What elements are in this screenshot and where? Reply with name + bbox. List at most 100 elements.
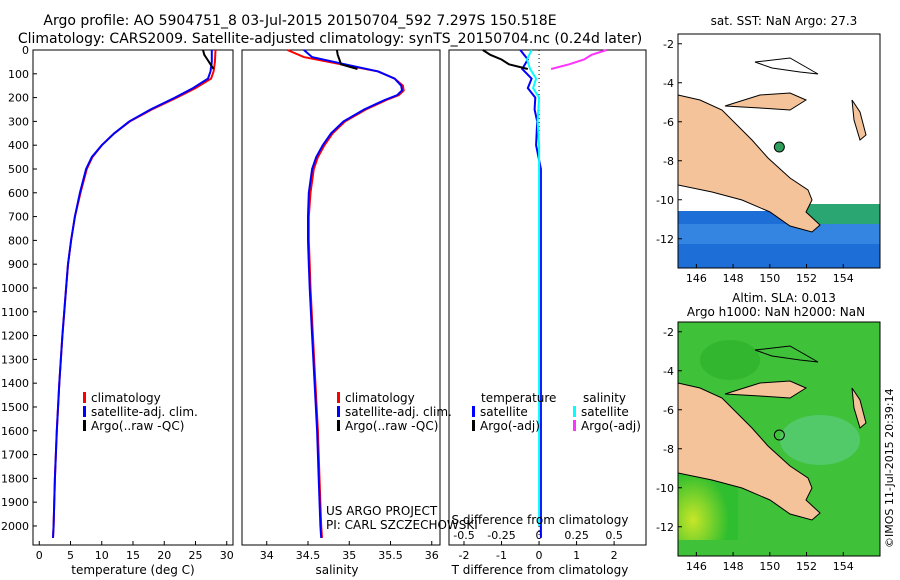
sla-map-land-new-guinea [677,382,821,521]
map-y-tick-label: -4 [663,365,674,378]
depth-tick-label: 400 [8,139,29,152]
x-tick-label: 2 [611,549,618,562]
legend-swatch-satellite [337,406,340,417]
sst-map-coast-new-ireland [754,57,819,75]
salinity-legend: climatology satellite-adj. clim. Argo(..… [337,391,452,433]
legend-swatch-temp-argo [472,420,475,431]
legend-label-satellite: satellite-adj. clim. [345,405,452,419]
legend-swatch-climatology [83,392,86,403]
map-x-tick-label: 148 [723,560,744,573]
depth-tick-label: 1000 [1,282,29,295]
sla-map-low-anomaly [780,415,860,465]
legend-label-sal-satellite: satellite [581,405,629,419]
temperature-legend: climatology satellite-adj. clim. Argo(..… [83,391,198,433]
legend-swatch-argo [83,420,86,431]
x-tick-label: 35.5 [378,549,403,562]
depth-tick-label: 0 [22,44,29,57]
x-tick-label: 15 [126,549,140,562]
x-tick-label: 25 [189,549,203,562]
sla-map-title-line1: Altim. SLA: 0.013 [732,291,836,305]
x-tick-label: 30 [220,549,234,562]
sla-map-axes: 146 148 150 152 154 -2 -4 -6 -8 -10 -12 [656,326,854,573]
map-y-tick-label: -6 [663,404,674,417]
sst-map-argo-marker [773,141,785,153]
x-tick-label: 36 [425,549,439,562]
sst-map-land-bougainville [851,99,867,141]
salinity-panel-frame [241,49,441,546]
depth-tick-label: 300 [8,115,29,128]
figure-title-line1: Argo profile: AO 5904751_8 03-Jul-2015 2… [43,13,556,29]
x-tick-label: 34 [260,549,274,562]
series-salinity-satellite [525,49,541,526]
pi-credit: PI: CARL SZCZECHOWSKI [326,518,478,532]
sla-map-coast-new-ireland [754,345,819,363]
legend-label-satellite: satellite-adj. clim. [91,405,198,419]
sst-map-land-new-guinea [677,94,821,233]
x-tick-label: 34.5 [296,549,321,562]
series-climatology [52,49,217,538]
x-tick-label-salinity: 0.5 [605,529,623,542]
depth-tick-label: 1400 [1,377,29,390]
depth-tick-label: 2000 [1,520,29,533]
sla-map-frame [677,321,881,557]
series-satellite-adj-clim- [52,50,213,538]
map-y-tick-label: -2 [663,326,674,339]
map-y-tick-label: -12 [656,521,674,534]
sst-map-title: sat. SST: NaN Argo: 27.3 [711,14,858,28]
depth-tick-label: 200 [8,92,29,105]
depth-tick-label: 700 [8,211,29,224]
depth-tick-label: 100 [8,68,29,81]
legend-swatch-sal-argo [573,420,576,431]
map-x-tick-label: 146 [686,560,707,573]
map-x-tick-label: 150 [759,272,780,285]
sla-map: 146 148 150 152 154 -2 -4 -6 -8 -10 -12 [656,321,881,573]
map-y-tick-label: -4 [663,77,674,90]
sla-map-title-line2: Argo h1000: NaN h2000: NaN [687,305,865,319]
legend-label-argo: Argo(..raw -QC) [345,419,438,433]
x-tick-label: 10 [95,549,109,562]
sst-map-axes: 146 148 150 152 154 -2 -4 -6 -8 -10 -12 [656,38,854,285]
series-argo-raw-qc- [335,49,358,70]
legend-label-climatology: climatology [345,391,415,405]
difference-legend: temperature salinity satellite Argo(-adj… [472,391,641,433]
figure-title-line2: Climatology: CARS2009. Satellite-adjuste… [18,31,642,47]
x-tick-label-salinity: 0 [536,529,543,542]
series-climatology [287,49,405,538]
legend-label-temp-argo: Argo(-adj) [480,419,540,433]
map-y-tick-label: -10 [656,194,674,207]
x-tick-label-salinity: -0.5 [453,529,474,542]
salinity-plot: 34 34.5 35 35.5 36 [260,49,439,562]
map-x-tick-label: 146 [686,272,707,285]
series-salinity-argo-adj- [550,49,607,70]
sst-map-land-new-britain [724,92,808,111]
depth-tick-label: 1300 [1,353,29,366]
sla-map-land-new-britain [724,380,808,399]
legend-swatch-temp-satellite [472,406,475,417]
legend-swatch-argo [337,420,340,431]
map-x-tick-label: 152 [796,272,817,285]
x-tick-label: 5 [67,549,74,562]
legend-label-climatology: climatology [91,391,161,405]
difference-xlabel-bottom: T difference from climatology [451,563,629,577]
sst-map-frame [677,33,881,269]
temperature-xlabel: temperature (deg C) [71,563,194,577]
temperature-panel-frame [32,49,234,546]
depth-tick-label: 500 [8,163,29,176]
depth-tick-label: 900 [8,258,29,271]
difference-panel-frame [448,49,647,546]
series-satellite-adj-clim- [303,49,404,538]
sla-map-land-bougainville [851,387,867,429]
difference-xlabel-top: S difference from climatology [452,513,629,527]
series-temperature-argo-adj- [482,49,529,70]
map-x-tick-label: 152 [796,560,817,573]
salinity-xlabel: salinity [315,563,358,577]
map-x-tick-label: 154 [833,560,854,573]
series-argo-raw-qc- [202,49,215,70]
sst-map-sst-band-light [678,224,880,244]
depth-axis: 0 100 200 300 400 500 600 700 800 900 1000 1100 1200… [1,44,37,533]
x-tick-label: 1 [573,549,580,562]
temperature-plot: 0 5 10 15 20 25 30 [36,49,234,562]
sla-map-argo-marker [773,429,785,441]
depth-tick-label: 1500 [1,401,29,414]
x-tick-label: 0 [536,549,543,562]
